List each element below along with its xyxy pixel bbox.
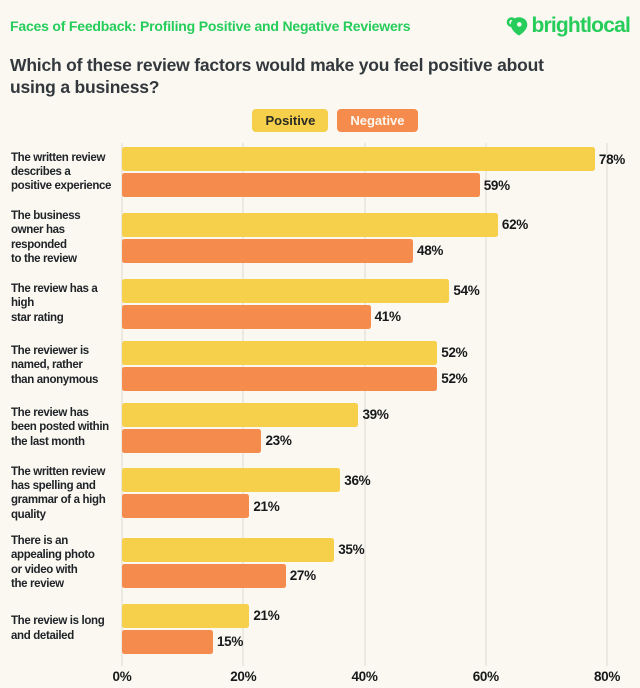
bar-negative [122, 366, 438, 391]
header: Faces of Feedback: Profiling Positive an… [10, 13, 631, 39]
bar-positive [122, 212, 498, 237]
value-label: 52% [441, 345, 468, 361]
category-label: The written review describes a positive … [11, 151, 112, 193]
bar-chart: The written review describes a positive … [10, 143, 630, 688]
bar-group: 39% 23% [122, 402, 607, 453]
gridline [363, 143, 366, 666]
chart-row: The review has a high star rating 54% 41% [10, 278, 630, 329]
bar-positive [122, 340, 438, 365]
bar-positive [122, 537, 335, 562]
bar-line: 21% [122, 494, 607, 519]
bar-line: 78% [122, 147, 625, 172]
category-label: There is an appealing photo or video wit… [11, 535, 95, 591]
bar-positive [122, 402, 359, 427]
value-label: 78% [598, 151, 625, 167]
chart-row: The written review has spelling and gram… [10, 465, 630, 523]
x-axis-tick: 0% [112, 668, 132, 684]
bar-line: 41% [122, 304, 607, 329]
chart-row: The review is long and detailed 21% 15% [10, 603, 630, 654]
bar-line: 48% [122, 238, 607, 263]
bar-line: 36% [122, 468, 607, 493]
bar-group: 78% 59% [122, 147, 625, 198]
legend-positive-chip: Positive [252, 109, 329, 133]
chart-row: The business owner has responded to the … [10, 209, 630, 267]
category-label: The written review has spelling and gram… [11, 465, 106, 521]
category-label: The business owner has responded to the … [11, 210, 81, 266]
chart-row: The reviewer is named, rather than anony… [10, 340, 630, 391]
bar-line: 62% [122, 212, 607, 237]
bar-group: 21% 15% [122, 603, 607, 654]
value-label: 54% [453, 283, 480, 299]
bar-line: 54% [122, 278, 607, 303]
value-label: 59% [483, 177, 510, 193]
chart-question-title: Which of these review factors would make… [10, 55, 544, 98]
legend: Positive Negative [40, 109, 630, 133]
x-axis-tick: 40% [351, 668, 378, 684]
x-axis-tick: 60% [472, 668, 499, 684]
chart-rows: The written review describes a positive … [10, 147, 630, 654]
chart-row: The written review describes a positive … [10, 147, 630, 198]
value-label: 15% [216, 634, 244, 650]
legend-negative-chip: Negative [337, 109, 418, 133]
value-label: 36% [344, 472, 371, 488]
bar-positive [122, 147, 595, 172]
bar-group: 62% 48% [122, 212, 607, 263]
bar-negative [122, 428, 262, 453]
value-label: 23% [265, 433, 292, 449]
bar-group: 52% 52% [122, 340, 607, 391]
value-label: 27% [289, 568, 316, 584]
chart-row: There is an appealing photo or video wit… [10, 534, 630, 592]
x-axis-tick: 20% [230, 668, 257, 684]
bar-line: 59% [122, 173, 607, 198]
bar-group: 54% 41% [122, 278, 607, 329]
value-label: 35% [338, 542, 365, 558]
infographic-title: Faces of Feedback: Profiling Positive an… [10, 18, 411, 34]
bar-line: 23% [122, 428, 607, 453]
value-label: 39% [362, 407, 389, 423]
bar-group: 35% 27% [122, 537, 607, 588]
bar-line: 39% [122, 402, 607, 427]
category-label: The review is long and detailed [11, 615, 105, 642]
value-label: 52% [441, 371, 468, 387]
gridline [606, 143, 608, 666]
bar-group: 36% 21% [122, 468, 607, 519]
gridline [484, 143, 487, 666]
value-label: 48% [417, 243, 444, 259]
bar-negative [122, 173, 480, 198]
chart-row: The review has been posted within the la… [10, 402, 630, 453]
bar-line: 52% [122, 340, 607, 365]
bar-positive [122, 603, 250, 628]
bar-line: 15% [122, 629, 607, 654]
brightlocal-pin-icon [505, 14, 529, 38]
value-label: 41% [374, 309, 401, 325]
x-axis: 0% 20% 40% 60% 80% [113, 666, 621, 688]
bar-line: 27% [122, 563, 607, 588]
value-label: 21% [253, 608, 280, 624]
bar-negative [122, 563, 286, 588]
category-label: The reviewer is named, rather than anony… [11, 345, 99, 386]
bar-positive [122, 468, 341, 493]
x-axis-tick: 80% [593, 668, 621, 684]
bar-line: 35% [122, 537, 607, 562]
bar-negative [122, 494, 250, 519]
bar-positive [122, 278, 450, 303]
brand-name: brightlocal [531, 14, 630, 37]
category-label: The review has been posted within the la… [11, 407, 109, 448]
brightlocal-logo: brightlocal [505, 14, 631, 38]
bar-line: 21% [122, 603, 607, 628]
bar-negative [122, 238, 413, 263]
bar-negative [122, 304, 371, 329]
bar-negative [122, 629, 213, 654]
category-label: The review has a high star rating [11, 283, 98, 324]
value-label: 21% [253, 498, 280, 514]
value-label: 62% [501, 217, 528, 233]
bar-line: 52% [122, 366, 607, 391]
